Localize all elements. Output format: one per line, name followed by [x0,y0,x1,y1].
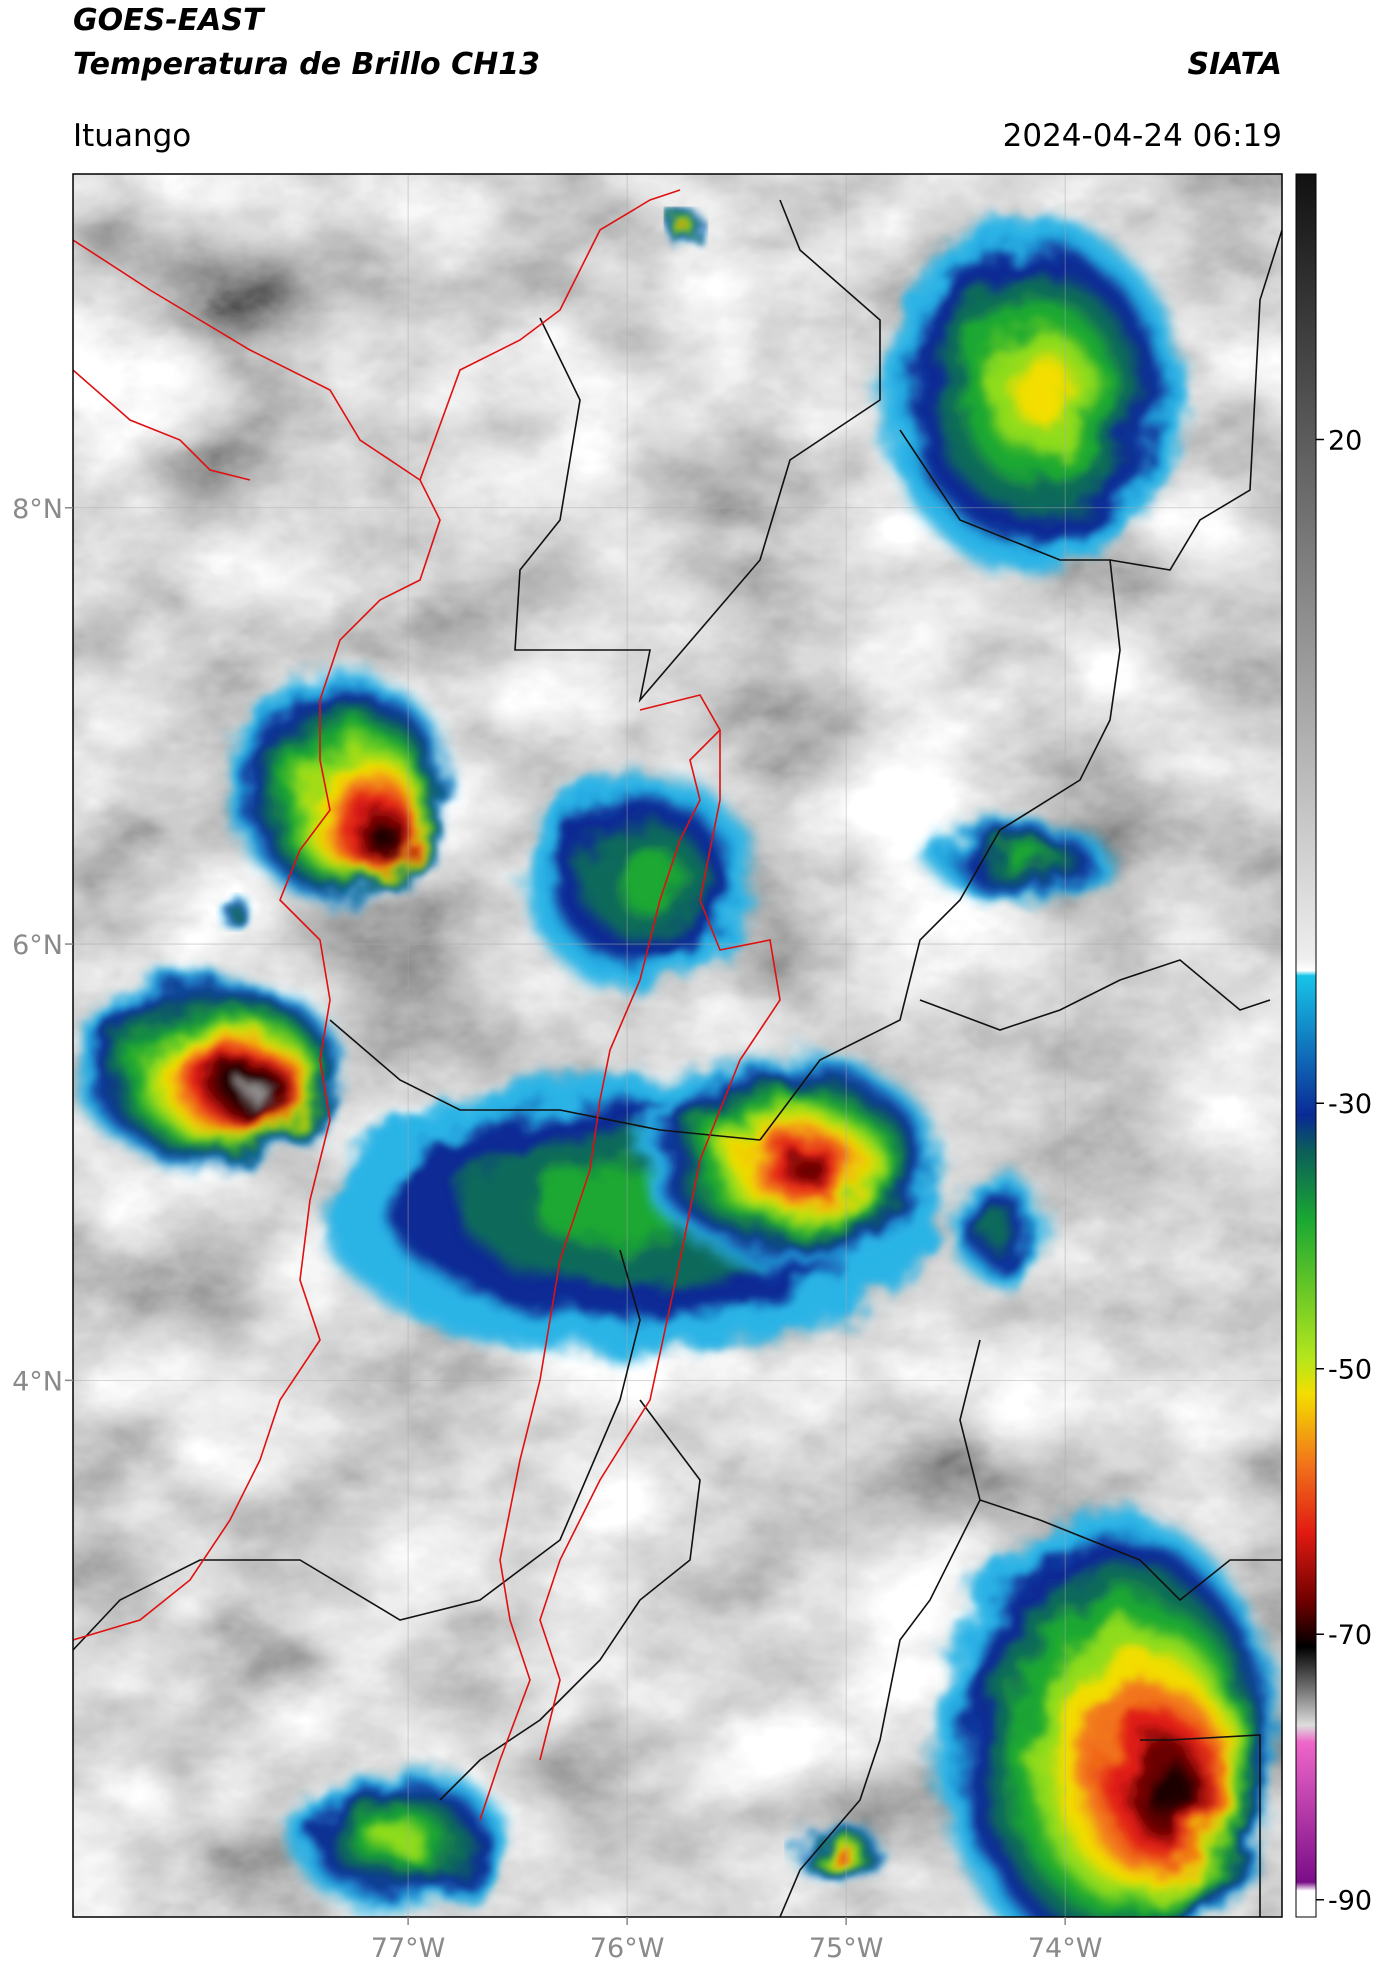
border-line [514,199,881,703]
storm-cell [290,1770,510,1910]
colorbar-tick-label: -90 [1328,1886,1372,1917]
cloud-band [982,1208,1018,1252]
colorbar-axis: 20 -30 -50 -70 -90 [1316,425,1372,1917]
x-tick-label: 74°W [1028,1933,1103,1964]
storm-cell [670,213,702,245]
colorbar [1295,173,1317,1918]
border-line [919,959,1271,1031]
x-tick-label: 76°W [590,1933,665,1964]
map-frame [72,173,1283,1918]
coast-line [73,239,441,1641]
cloud-band [244,1084,276,1107]
colorbar-tick-label: -70 [1328,1620,1372,1651]
cloud-band [612,846,683,914]
cloud-band [373,1822,427,1858]
map-image [73,174,1282,1917]
storm-cell [73,975,343,1165]
y-tick-label: 4°N [12,1366,63,1397]
location: Ituango [73,118,191,154]
cloud-band [833,1850,847,1860]
x-tick-label: 75°W [809,1933,884,1964]
border-line [1140,1734,1261,1917]
cloud-band [371,824,399,854]
border-line [329,1019,761,1141]
dept-line [539,730,781,1761]
border-line [439,1399,701,1801]
storm-cell [525,770,755,990]
y-tick-label: 8°N [12,494,63,525]
storm-cell [230,671,450,901]
x-tick-label: 77°W [371,1933,446,1964]
cloud-band [1000,847,1055,873]
coast-line [73,369,251,481]
y-tick-label: 6°N [12,930,63,961]
storm-cell [882,219,1182,571]
cloud-band [683,226,689,232]
colorbar-tick-label: -30 [1328,1089,1372,1120]
coast-line [419,189,681,481]
cloud-band [1151,1764,1195,1824]
border-line [779,1339,981,1917]
storm-cell [930,820,1110,900]
storm-cell [937,1510,1277,1917]
title: GOES-EAST [73,3,266,38]
storm-cell [221,898,249,926]
border-line [759,429,1121,1141]
colorbar-tick-label: -50 [1328,1355,1372,1386]
axes: 77°W 76°W 75°W 74°W 8°N 6°N 4°N [12,494,1102,1964]
dept-line [479,694,721,1821]
coastline [73,189,781,1821]
border-line [1109,229,1282,571]
borders [73,199,1282,1917]
grid [73,174,1282,1917]
cloud-band [1011,354,1074,428]
subtitle: Temperatura de Brillo CH13 [73,47,540,82]
datetime: 2024-04-24 06:19 [1003,118,1282,154]
storm-cell [800,1825,880,1885]
colorbar-tick-label: 20 [1328,425,1362,456]
border-line [73,1249,641,1651]
border-line [979,1499,1282,1602]
source: SIATA [1188,47,1282,82]
cloud-band [230,907,240,917]
cloud-band [786,1154,829,1184]
storm-cell [955,1175,1045,1285]
storm-cell [640,1055,940,1265]
